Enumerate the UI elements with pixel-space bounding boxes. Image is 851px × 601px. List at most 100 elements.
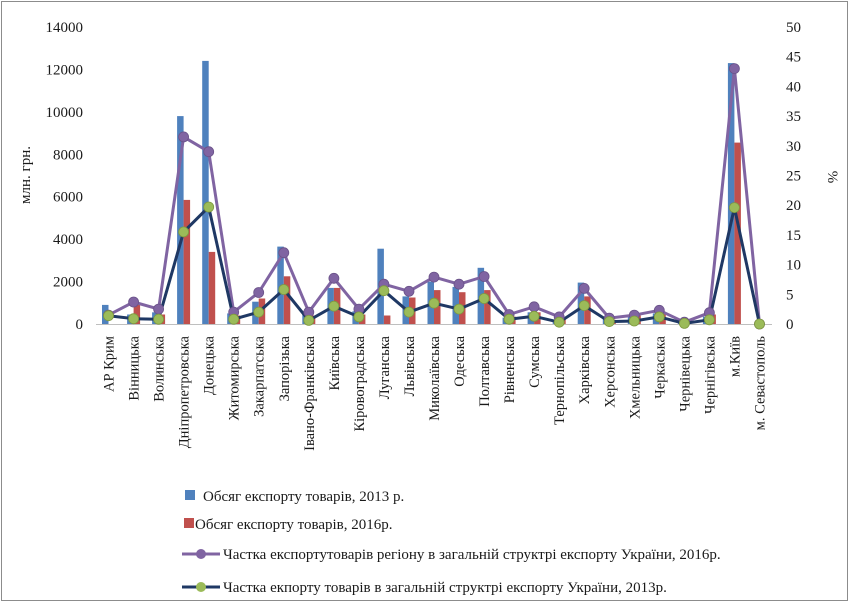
- category-label: Запорізька: [277, 335, 293, 401]
- bar-2016: [283, 276, 291, 324]
- legend-swatch-bar: [184, 518, 194, 528]
- bar-2016: [584, 296, 591, 324]
- line-point-2: [178, 131, 190, 143]
- legend-label: Обсяг експорту товарів, 2016р.: [195, 517, 393, 533]
- right-tick-label: 50: [786, 20, 801, 36]
- line-point-3: [253, 306, 265, 318]
- line-point-3: [704, 314, 715, 326]
- line-point-3: [503, 313, 515, 325]
- category-label: Закарпатська: [252, 335, 268, 416]
- line-point-2: [453, 278, 465, 290]
- bar-2013: [727, 63, 735, 324]
- category-label: Хмельницька: [627, 335, 643, 419]
- line-point-2: [478, 271, 490, 282]
- right-tick-label: 25: [786, 169, 801, 185]
- line-point-3: [603, 316, 615, 328]
- legend-swatch-bar: [185, 490, 195, 500]
- line-point-2: [403, 285, 415, 297]
- left-tick-label: 6000: [53, 190, 83, 206]
- line-point-3: [653, 311, 665, 323]
- right-tick-label: 45: [786, 50, 801, 66]
- category-label: Львівська: [402, 335, 418, 396]
- right-tick-label: 15: [786, 228, 801, 244]
- line-point-3: [128, 313, 140, 325]
- line-point-3: [754, 318, 765, 330]
- line-point-3: [153, 313, 165, 325]
- line-point-3: [328, 300, 340, 312]
- left-tick-label: 4000: [53, 232, 83, 248]
- line-point-3: [628, 315, 640, 327]
- line-point-3: [178, 226, 190, 238]
- bar-2016: [734, 142, 741, 324]
- bar-2016: [383, 315, 391, 324]
- bar-2016: [208, 251, 216, 324]
- category-label: Кіровоградська: [352, 335, 368, 431]
- right-tick-label: 5: [786, 287, 794, 303]
- left-tick-label: 12000: [46, 62, 84, 78]
- line-point-3: [228, 313, 240, 325]
- line-point-2: [278, 247, 290, 259]
- category-label: Полтавська: [477, 335, 493, 406]
- category-label: Тернопільська: [552, 335, 568, 425]
- bar-2013: [177, 116, 184, 324]
- left-tick-label: 0: [76, 317, 84, 333]
- legend-label: Обсяг експорту товарів, 2013 р.: [203, 489, 404, 505]
- category-label: АР Крим: [102, 336, 118, 392]
- left-tick-label: 8000: [53, 147, 83, 163]
- left-tick-label: 14000: [46, 20, 84, 36]
- right-tick-label: 20: [786, 198, 801, 214]
- line-point-3: [428, 297, 440, 309]
- category-label: м.Київ: [727, 336, 743, 377]
- category-label: Сумська: [527, 335, 543, 387]
- line-point-2: [578, 282, 590, 294]
- category-label: Чернівецька: [677, 335, 693, 411]
- category-label: Черкаська: [652, 335, 668, 398]
- legend-label: Частка експортутоварів регіону в загальн…: [223, 547, 721, 563]
- left-axis-title: млн. грн.: [18, 146, 34, 204]
- category-label: Одеська: [452, 335, 468, 386]
- legend-swatch-marker: [196, 582, 206, 592]
- category-label: Харківська: [577, 335, 593, 404]
- legend-label: Частка екпорту товарів в загальній струк…: [223, 580, 667, 596]
- category-label: Луганська: [377, 335, 393, 399]
- line-point-2: [253, 287, 265, 298]
- legend-swatch-marker: [196, 549, 206, 559]
- line-point-3: [278, 284, 290, 295]
- line-point-3: [203, 201, 215, 213]
- right-tick-label: 0: [786, 317, 794, 333]
- right-axis-title: %: [824, 171, 840, 184]
- bar-2016: [183, 199, 191, 324]
- line-point-3: [553, 316, 565, 328]
- right-tick-label: 35: [786, 109, 801, 125]
- line-point-2: [729, 63, 740, 74]
- category-label: Вінницька: [127, 335, 143, 400]
- right-tick-label: 30: [786, 139, 801, 155]
- bar-2016: [484, 290, 491, 324]
- line-point-3: [103, 310, 114, 322]
- line-point-2: [428, 271, 440, 283]
- line-point-3: [403, 306, 415, 318]
- line-point-2: [328, 272, 340, 284]
- left-tick-label: 2000: [53, 275, 83, 291]
- category-label: Житомирська: [227, 335, 243, 420]
- line-point-3: [478, 293, 490, 304]
- line-point-3: [378, 285, 390, 297]
- left-tick-label: 10000: [46, 105, 84, 121]
- line-point-3: [453, 303, 465, 315]
- category-label: Рівненська: [502, 335, 518, 403]
- line-point-3: [679, 317, 690, 329]
- category-label: Миколаївська: [427, 335, 443, 420]
- category-label: м. Севастополь: [753, 336, 769, 431]
- right-tick-label: 40: [786, 79, 801, 95]
- line-point-3: [528, 310, 540, 322]
- category-label: Херсонська: [602, 335, 618, 407]
- right-tick-label: 10: [786, 258, 801, 274]
- line-point-3: [303, 314, 315, 326]
- line-point-2: [203, 146, 215, 158]
- category-label: Донецька: [202, 335, 218, 395]
- line-point-3: [578, 300, 590, 312]
- category-label: Івано-Франківська: [302, 335, 318, 450]
- bar-2013: [202, 60, 209, 325]
